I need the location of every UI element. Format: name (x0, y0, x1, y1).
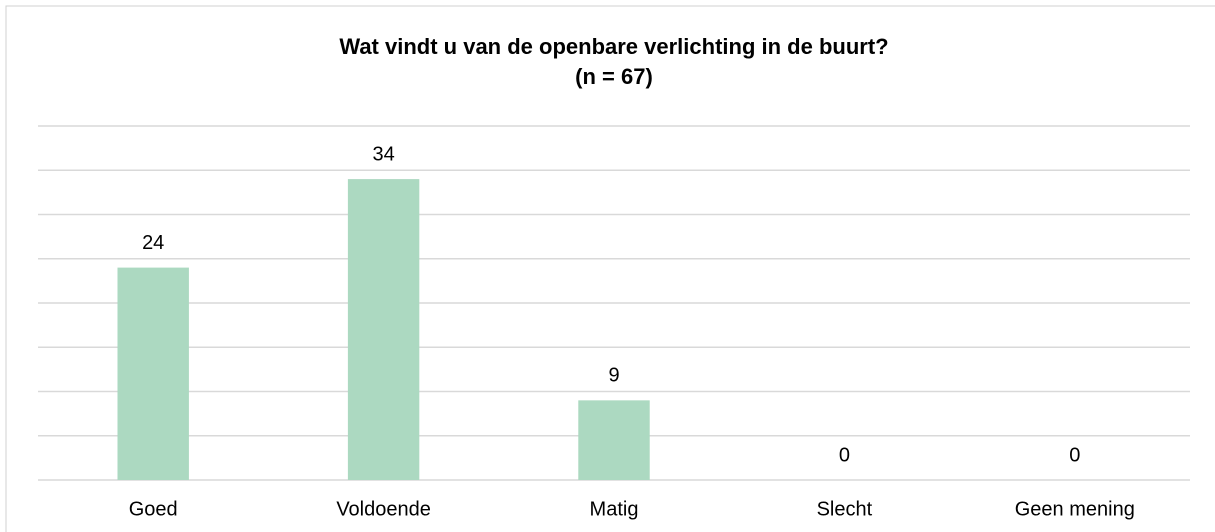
x-tick-label: Goed (129, 498, 178, 520)
data-label: 24 (142, 232, 164, 254)
x-tick-label: Geen mening (1015, 498, 1135, 520)
chart-subtitle: (n = 67) (575, 64, 653, 89)
bar (117, 267, 189, 480)
chart-title: Wat vindt u van de openbare verlichting … (339, 34, 888, 59)
bar (578, 400, 650, 480)
data-label: 34 (372, 143, 394, 165)
data-label: 0 (1069, 444, 1080, 466)
x-tick-label: Voldoende (336, 498, 431, 520)
x-tick-label: Slecht (817, 498, 873, 520)
data-label: 9 (608, 365, 619, 387)
data-label: 0 (839, 444, 850, 466)
chart-border (5, 5, 1215, 532)
x-tick-label: Matig (590, 498, 639, 520)
bar (347, 179, 420, 480)
